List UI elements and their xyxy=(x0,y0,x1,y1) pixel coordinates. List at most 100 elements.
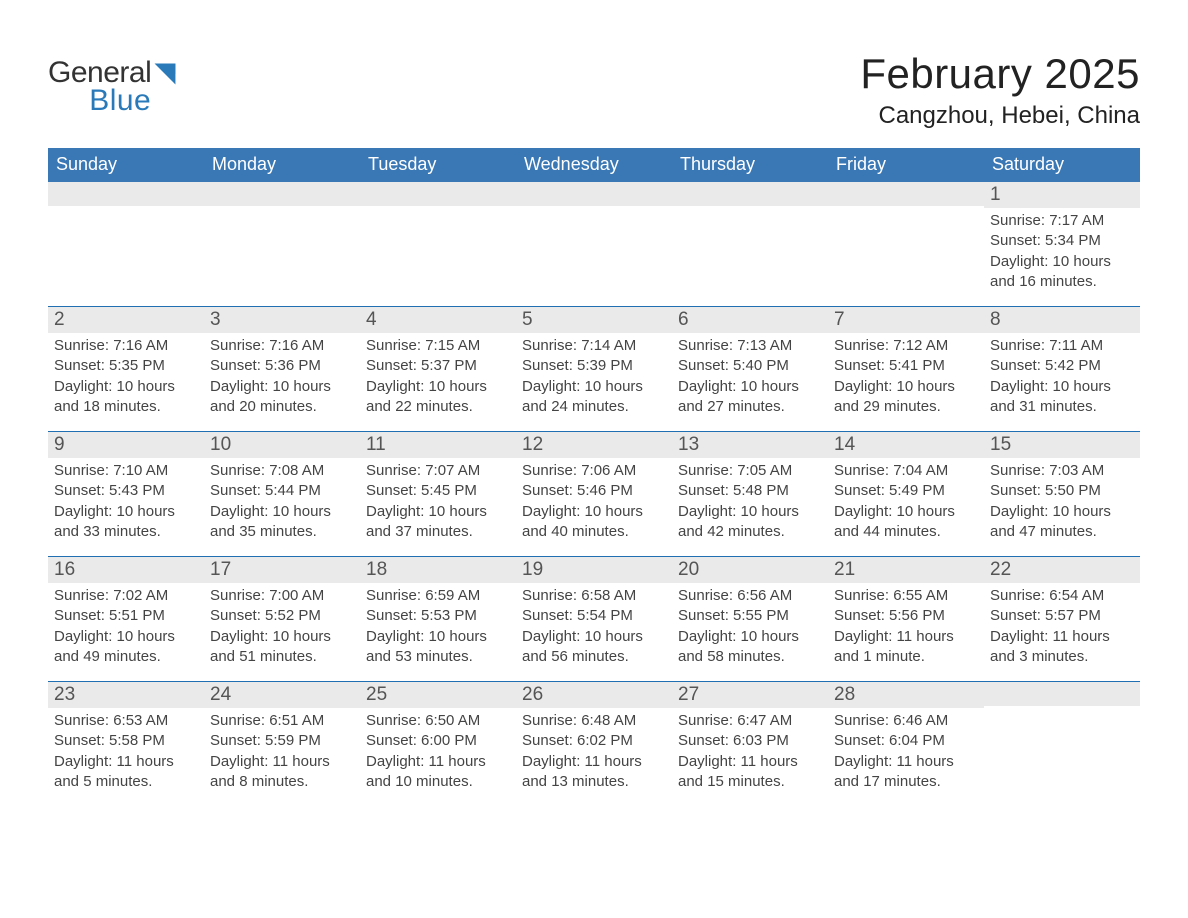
day-number: 17 xyxy=(210,559,231,580)
day-number: 15 xyxy=(990,434,1011,455)
day-number-row: 5 xyxy=(516,307,672,333)
day-number-row: 17 xyxy=(204,557,360,583)
logo-word-blue: Blue xyxy=(48,86,151,116)
day-number-row: 19 xyxy=(516,557,672,583)
day-number-row: 27 xyxy=(672,682,828,708)
day-cell xyxy=(828,182,984,306)
sunrise-line: Sunrise: 6:59 AM xyxy=(366,586,506,606)
day-content: Sunrise: 7:12 AMSunset: 5:41 PMDaylight:… xyxy=(834,333,974,417)
day-number-row: 9 xyxy=(48,432,204,458)
day-content: Sunrise: 7:03 AMSunset: 5:50 PMDaylight:… xyxy=(990,458,1130,542)
weekday-header-row: Sunday Monday Tuesday Wednesday Thursday… xyxy=(48,148,1140,182)
day-cell: 15 Sunrise: 7:03 AMSunset: 5:50 PMDayligh… xyxy=(984,432,1140,556)
sunrise-line: Sunrise: 7:16 AM xyxy=(54,336,194,356)
sunset-line: Sunset: 5:54 PM xyxy=(522,606,662,626)
day-cell: 3Sunrise: 7:16 AMSunset: 5:36 PMDaylight… xyxy=(204,307,360,431)
day-number-row xyxy=(516,182,672,206)
sunset-line: Sunset: 6:03 PM xyxy=(678,731,818,751)
sunset-line: Sunset: 5:49 PM xyxy=(834,481,974,501)
day-number-row: 13 xyxy=(672,432,828,458)
sunset-line: Sunset: 5:41 PM xyxy=(834,356,974,376)
day-number: 21 xyxy=(834,559,855,580)
day-cell: 9Sunrise: 7:10 AMSunset: 5:43 PMDaylight… xyxy=(48,432,204,556)
day-number-row: 1 xyxy=(984,182,1140,208)
sunrise-line: Sunrise: 6:46 AM xyxy=(834,711,974,731)
daylight-line: Daylight: 10 hours and 31 minutes. xyxy=(990,377,1130,418)
day-number-row xyxy=(828,182,984,206)
daylight-line: Daylight: 10 hours and 40 minutes. xyxy=(522,502,662,543)
day-content: Sunrise: 7:14 AMSunset: 5:39 PMDaylight:… xyxy=(522,333,662,417)
sunset-line: Sunset: 5:48 PM xyxy=(678,481,818,501)
day-number-row: 15 xyxy=(984,432,1140,458)
day-number-row xyxy=(204,182,360,206)
day-cell: 17 Sunrise: 7:00 AMSunset: 5:52 PMDayligh… xyxy=(204,557,360,681)
day-number: 6 xyxy=(678,309,689,330)
daylight-line: Daylight: 10 hours and 16 minutes. xyxy=(990,252,1130,293)
sunrise-line: Sunrise: 7:00 AM xyxy=(210,586,350,606)
day-cell xyxy=(672,182,828,306)
sunrise-line: Sunrise: 7:16 AM xyxy=(210,336,350,356)
day-cell: 2Sunrise: 7:16 AMSunset: 5:35 PMDaylight… xyxy=(48,307,204,431)
day-number: 24 xyxy=(210,684,231,705)
day-cell: 28Sunrise: 6:46 AMSunset: 6:04 PMDayligh… xyxy=(828,682,984,806)
day-number-row xyxy=(48,182,204,206)
weekday-friday: Friday xyxy=(828,148,984,182)
sunset-line: Sunset: 5:59 PM xyxy=(210,731,350,751)
sunset-line: Sunset: 5:39 PM xyxy=(522,356,662,376)
sunrise-line: Sunrise: 6:48 AM xyxy=(522,711,662,731)
daylight-line: Daylight: 10 hours and 35 minutes. xyxy=(210,502,350,543)
day-cell: 5Sunrise: 7:14 AMSunset: 5:39 PMDaylight… xyxy=(516,307,672,431)
sunrise-line: Sunrise: 7:13 AM xyxy=(678,336,818,356)
day-cell: 4Sunrise: 7:15 AMSunset: 5:37 PMDaylight… xyxy=(360,307,516,431)
daylight-line: Daylight: 10 hours and 47 minutes. xyxy=(990,502,1130,543)
day-content: Sunrise: 7:00 AMSunset: 5:52 PMDaylight:… xyxy=(210,583,350,667)
day-cell: 20 Sunrise: 6:56 AMSunset: 5:55 PMDayligh… xyxy=(672,557,828,681)
day-number: 25 xyxy=(366,684,387,705)
day-number-row xyxy=(672,182,828,206)
day-cell: 8Sunrise: 7:11 AMSunset: 5:42 PMDaylight… xyxy=(984,307,1140,431)
daylight-line: Daylight: 10 hours and 20 minutes. xyxy=(210,377,350,418)
sunrise-line: Sunrise: 6:50 AM xyxy=(366,711,506,731)
sunrise-line: Sunrise: 6:56 AM xyxy=(678,586,818,606)
day-number: 11 xyxy=(366,434,386,455)
weekday-sunday: Sunday xyxy=(48,148,204,182)
sunrise-line: Sunrise: 7:03 AM xyxy=(990,461,1130,481)
calendar-week-row: 9Sunrise: 7:10 AMSunset: 5:43 PMDaylight… xyxy=(48,431,1140,556)
day-content: Sunrise: 7:15 AMSunset: 5:37 PMDaylight:… xyxy=(366,333,506,417)
sunset-line: Sunset: 5:52 PM xyxy=(210,606,350,626)
daylight-line: Daylight: 10 hours and 18 minutes. xyxy=(54,377,194,418)
sunrise-line: Sunrise: 7:02 AM xyxy=(54,586,194,606)
weekday-monday: Monday xyxy=(204,148,360,182)
sunset-line: Sunset: 5:51 PM xyxy=(54,606,194,626)
daylight-line: Daylight: 11 hours and 5 minutes. xyxy=(54,752,194,793)
day-number: 1 xyxy=(990,184,1001,205)
sunset-line: Sunset: 5:37 PM xyxy=(366,356,506,376)
day-content: Sunrise: 7:16 AMSunset: 5:36 PMDaylight:… xyxy=(210,333,350,417)
day-number: 20 xyxy=(678,559,699,580)
weekday-thursday: Thursday xyxy=(672,148,828,182)
sunset-line: Sunset: 5:44 PM xyxy=(210,481,350,501)
day-number: 19 xyxy=(522,559,543,580)
daylight-line: Daylight: 11 hours and 1 minute. xyxy=(834,627,974,668)
sunset-line: Sunset: 5:36 PM xyxy=(210,356,350,376)
day-cell: 25Sunrise: 6:50 AMSunset: 6:00 PMDayligh… xyxy=(360,682,516,806)
day-number-row: 14 xyxy=(828,432,984,458)
sunrise-line: Sunrise: 7:05 AM xyxy=(678,461,818,481)
daylight-line: Daylight: 10 hours and 37 minutes. xyxy=(366,502,506,543)
sunset-line: Sunset: 5:55 PM xyxy=(678,606,818,626)
day-cell: 14Sunrise: 7:04 AMSunset: 5:49 PMDayligh… xyxy=(828,432,984,556)
sunset-line: Sunset: 6:04 PM xyxy=(834,731,974,751)
day-number: 8 xyxy=(990,309,1001,330)
day-cell: 24Sunrise: 6:51 AMSunset: 5:59 PMDayligh… xyxy=(204,682,360,806)
daylight-line: Daylight: 10 hours and 58 minutes. xyxy=(678,627,818,668)
day-number-row: 24 xyxy=(204,682,360,708)
sunrise-line: Sunrise: 7:11 AM xyxy=(990,336,1130,356)
day-number-row: 26 xyxy=(516,682,672,708)
logo-triangle-icon xyxy=(155,64,176,85)
day-number-row: 8 xyxy=(984,307,1140,333)
daylight-line: Daylight: 10 hours and 44 minutes. xyxy=(834,502,974,543)
day-number-row: 7 xyxy=(828,307,984,333)
day-number: 28 xyxy=(834,684,855,705)
sunset-line: Sunset: 5:53 PM xyxy=(366,606,506,626)
top-bar: General Blue February 2025 Cangzhou, Heb… xyxy=(48,52,1140,130)
